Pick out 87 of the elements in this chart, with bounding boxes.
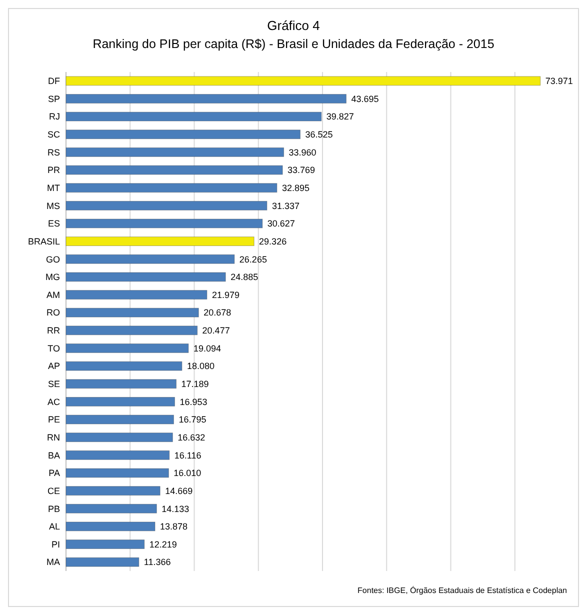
bar xyxy=(66,183,278,193)
bar xyxy=(66,308,199,318)
bar xyxy=(66,200,268,210)
y-tick-label: AP xyxy=(48,361,60,372)
data-label: 39.827 xyxy=(326,112,354,122)
y-tick-label: MT xyxy=(47,182,60,193)
bar xyxy=(66,326,198,336)
data-label: 16.010 xyxy=(174,468,202,478)
data-label: 16.795 xyxy=(178,414,206,425)
y-tick-label: SP xyxy=(48,94,60,104)
bar xyxy=(66,396,175,406)
y-tick-label: PA xyxy=(48,468,60,478)
data-label: 26.265 xyxy=(239,254,267,264)
bar xyxy=(66,414,174,424)
y-tick-label: BA xyxy=(48,450,60,460)
bar xyxy=(66,344,189,353)
bar xyxy=(66,450,170,460)
bar xyxy=(66,504,157,514)
data-label: 16.953 xyxy=(180,396,208,407)
chart-subtitle: Ranking do PIB per capita (R$) - Brasil e Unidades da Federação - 2015 xyxy=(92,37,494,51)
y-tick-label: PI xyxy=(51,539,60,550)
bar xyxy=(66,557,140,567)
bar xyxy=(66,112,322,122)
y-tick-label: GO xyxy=(46,254,60,264)
data-label: 43.695 xyxy=(351,94,379,104)
y-tick-label: MG xyxy=(46,272,60,282)
data-label: 14.133 xyxy=(162,504,190,514)
data-label: 73.971 xyxy=(545,76,573,86)
y-tick-label: RN xyxy=(47,432,60,442)
data-label: 29.326 xyxy=(259,236,287,246)
bar xyxy=(66,76,541,86)
bar xyxy=(66,130,300,140)
y-tick-label: PR xyxy=(47,165,60,176)
data-label: 33.960 xyxy=(288,147,316,158)
data-label: 16.632 xyxy=(178,432,206,442)
data-label: 13.878 xyxy=(160,522,188,532)
y-tick-label: MS xyxy=(46,200,60,211)
y-tick-label: RR xyxy=(47,326,60,336)
bar xyxy=(66,218,263,228)
bar xyxy=(66,147,284,157)
bar xyxy=(66,522,156,532)
y-tick-label: RJ xyxy=(49,112,60,122)
bar xyxy=(66,432,173,442)
data-label: 20.678 xyxy=(204,308,232,318)
y-tick-label: TO xyxy=(48,343,60,354)
data-label: 24.885 xyxy=(230,272,258,282)
y-tick-label: DF xyxy=(48,76,60,86)
bar xyxy=(66,254,235,264)
data-label: 19.094 xyxy=(193,343,221,354)
y-tick-label: ES xyxy=(48,218,60,229)
bar xyxy=(66,165,283,175)
y-tick-label: SC xyxy=(47,130,60,140)
y-tick-label: RS xyxy=(47,147,60,158)
y-tick-label: PB xyxy=(48,504,60,514)
y-tick-label: AC xyxy=(47,396,60,407)
data-label: 12.219 xyxy=(149,539,177,550)
data-label: 33.769 xyxy=(288,165,316,176)
bar xyxy=(66,379,176,389)
y-tick-label: AL xyxy=(48,522,60,532)
data-label: 21.979 xyxy=(212,290,240,300)
y-tick-label: PE xyxy=(48,414,60,425)
y-tick-label: CE xyxy=(47,486,60,496)
data-label: 11.366 xyxy=(144,557,171,568)
y-tick-label: MA xyxy=(46,557,60,568)
data-label: 16.116 xyxy=(174,450,202,460)
data-label: 20.477 xyxy=(202,326,230,336)
data-label: 32.895 xyxy=(282,182,310,193)
bar xyxy=(66,468,169,478)
bar xyxy=(66,540,145,549)
bar xyxy=(66,272,226,282)
data-label: 18.080 xyxy=(186,361,214,372)
bar xyxy=(66,486,160,496)
y-tick-label: RO xyxy=(46,308,60,318)
bar xyxy=(66,236,254,246)
data-label: 31.337 xyxy=(272,200,300,211)
data-label: 14.669 xyxy=(165,486,193,496)
data-label: 17.189 xyxy=(181,379,209,390)
chart-title: Gráfico 4 xyxy=(267,18,320,33)
bar xyxy=(66,290,208,300)
data-label: 30.627 xyxy=(267,218,295,229)
y-tick-label: BRASIL xyxy=(28,236,60,246)
y-tick-label: SE xyxy=(48,379,60,390)
bar xyxy=(66,361,182,371)
data-label: 36.525 xyxy=(305,130,333,140)
text: Fontes: IBGE, Órgãos Estaduais de Estatística e Codeplan xyxy=(358,586,567,595)
bar xyxy=(66,94,346,104)
y-tick-label: AM xyxy=(46,290,60,300)
